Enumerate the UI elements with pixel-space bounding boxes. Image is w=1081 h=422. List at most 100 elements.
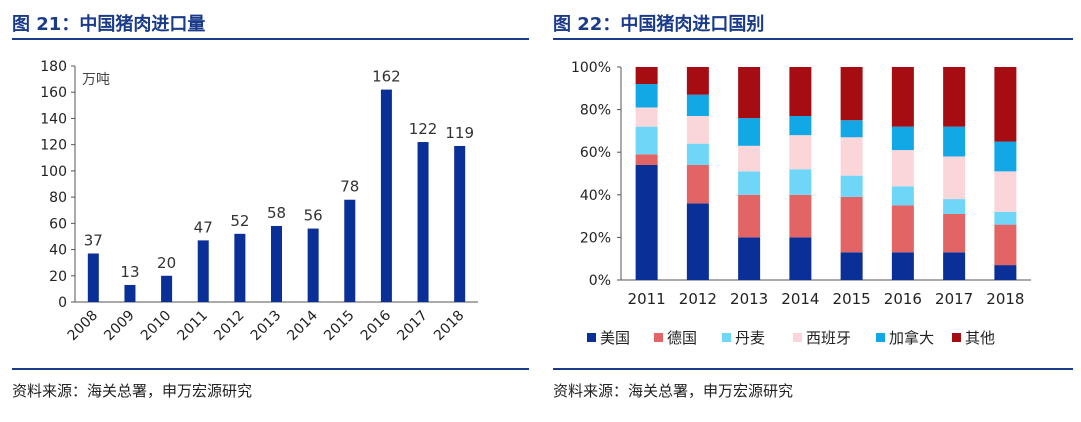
x-tick-label: 2008 [65,308,102,345]
stack-segment [738,171,761,195]
x-tick-label: 2013 [248,308,285,345]
stack-segment [789,169,812,195]
stack-segment [789,135,812,170]
y-tick-label: 60 [49,216,67,232]
import-origin-chart: 0% 20% 40% 60% 80% 100% 2011 2012 2013 2014 2015 20… [571,60,1031,347]
stack-segment [994,211,1017,225]
stack-segment [943,67,966,127]
stack-segment [686,164,709,204]
unit-label: 万吨 [82,72,110,88]
stack-segment [686,94,709,116]
bar-value-label: 58 [267,204,286,222]
x-tick-label: 2012 [211,308,248,345]
stack-segment [994,141,1017,172]
right-source-note: 资料来源：海关总署，申万宏源研究 [553,382,794,400]
stack-segment [943,156,966,200]
stack-segment [840,175,863,197]
stack-segment [840,67,863,121]
legend-swatch [793,333,802,342]
stack-segment [943,252,966,280]
stack-segment [994,171,1017,212]
stack-segment [840,196,863,253]
stack-segment [635,67,658,85]
stack-segment [635,84,658,108]
y-tick-label: 180 [40,59,67,75]
x-tick-label: 2016 [358,307,395,344]
stack-segment [635,164,658,280]
x-tick-label: 2017 [935,290,973,308]
bar-value-label: 162 [372,68,401,86]
legend-label: 其他 [965,329,995,347]
bar [344,199,356,302]
import-volume-chart: 020406080100120140160180万吨37200813200920… [40,59,478,345]
legend-label: 德国 [667,329,697,347]
stack-segment [943,126,966,157]
x-tick-label: 2017 [394,308,431,345]
legend-label: 加拿大 [889,329,934,347]
bar [307,228,319,302]
stack-segment [994,224,1017,266]
x-tick-label: 2009 [101,308,138,345]
y-tick-label: 80 [49,190,67,206]
y-tick-label: 140 [40,111,67,127]
right-title-rule [553,38,1073,40]
y-tick-label: 20% [580,230,611,246]
stack-segment [738,194,761,238]
bar-value-label: 78 [340,178,359,196]
left-chart-title: 图 21：中国猪肉进口量 [12,14,206,35]
bar [454,145,466,302]
bar-value-label: 37 [84,231,103,249]
bar [271,225,282,302]
bar-value-label: 56 [304,207,323,225]
y-tick-label: 40% [580,188,611,204]
stack-segment [891,186,914,206]
x-tick-label: 2015 [321,308,358,345]
stack-segment [738,237,761,280]
y-tick-label: 100 [40,164,67,180]
y-tick-label: 120 [40,138,67,154]
x-tick-label: 2014 [781,290,819,308]
bar [87,253,99,302]
legend-swatch [722,333,731,342]
x-tick-label: 2015 [833,290,871,308]
stack-segment [943,199,966,214]
stack-segment [635,107,658,127]
right-chart-title: 图 22：中国猪肉进口国别 [553,14,765,35]
stack-segment [738,145,761,172]
bar [197,240,209,302]
y-tick-label: 0 [58,295,67,311]
stack-segment [891,150,914,187]
stack-segment [891,205,914,253]
stack-segment [738,118,761,146]
bar-value-label: 52 [230,212,249,230]
bar [417,142,429,302]
bar-value-label: 20 [157,254,176,272]
stack-segment [686,67,709,95]
legend-label: 丹麦 [735,329,765,347]
x-tick-label: 2012 [679,290,717,308]
bar-value-label: 122 [409,120,438,138]
stack-segment [891,126,914,151]
x-tick-label: 2011 [628,290,666,308]
x-tick-label: 2018 [431,308,468,345]
legend-swatch [654,333,663,342]
stack-segment [891,67,914,127]
stack-segment [635,154,658,165]
legend-swatch [952,333,961,342]
x-tick-label: 2010 [138,308,175,345]
y-tick-label: 20 [49,269,67,285]
stack-segment [994,265,1017,280]
left-source-rule [12,368,529,370]
left-source-note: 资料来源：海关总署，申万宏源研究 [12,382,253,400]
y-tick-label: 160 [40,85,67,101]
y-tick-label: 80% [580,103,611,119]
bar [124,284,136,302]
stack-segment [789,237,812,280]
bar-value-label: 119 [445,124,474,142]
bar [234,233,246,302]
legend-label: 西班牙 [806,329,851,347]
stack-segment [840,137,863,176]
stack-segment [686,115,709,144]
stack-segment [686,143,709,165]
bar [161,275,173,302]
